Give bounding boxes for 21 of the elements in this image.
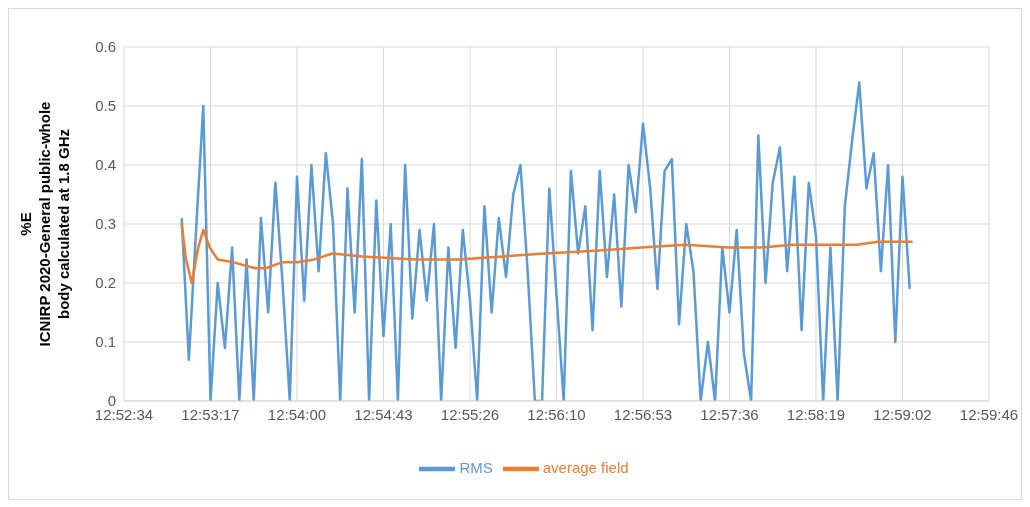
y-tick-label: 0.6 xyxy=(95,38,116,56)
x-tick-label: 12:56:53 xyxy=(613,405,673,423)
y-tick-label: 0.2 xyxy=(95,274,116,292)
y-tick-label: 0.3 xyxy=(95,215,116,233)
y-axis-title: %E ICNIRP 2020-General public-whole body calculated at 1.8 GHz xyxy=(17,101,72,347)
x-tick-label: 12:59:02 xyxy=(873,405,932,423)
y-tick-label: 0.4 xyxy=(95,156,116,174)
x-tick-label: 12:53:17 xyxy=(181,405,240,423)
x-tick-label: 12:58:19 xyxy=(786,405,846,423)
legend-label: average field xyxy=(542,458,629,476)
x-tick-label: 12:57:36 xyxy=(700,405,759,423)
x-tick-label: 12:56:10 xyxy=(527,405,586,423)
y-tick-label: 0.1 xyxy=(95,333,116,351)
x-tick-label: 12:55:26 xyxy=(440,405,500,423)
x-tick-label: 12:54:00 xyxy=(267,405,327,423)
y-tick-label: 0.5 xyxy=(95,97,116,115)
line-series xyxy=(180,222,914,285)
x-tick-label: 12:54:43 xyxy=(354,405,413,423)
line-series xyxy=(180,81,911,401)
legend-label: RMS xyxy=(459,458,493,476)
x-tick-label: 12:59:46 xyxy=(959,405,1019,423)
